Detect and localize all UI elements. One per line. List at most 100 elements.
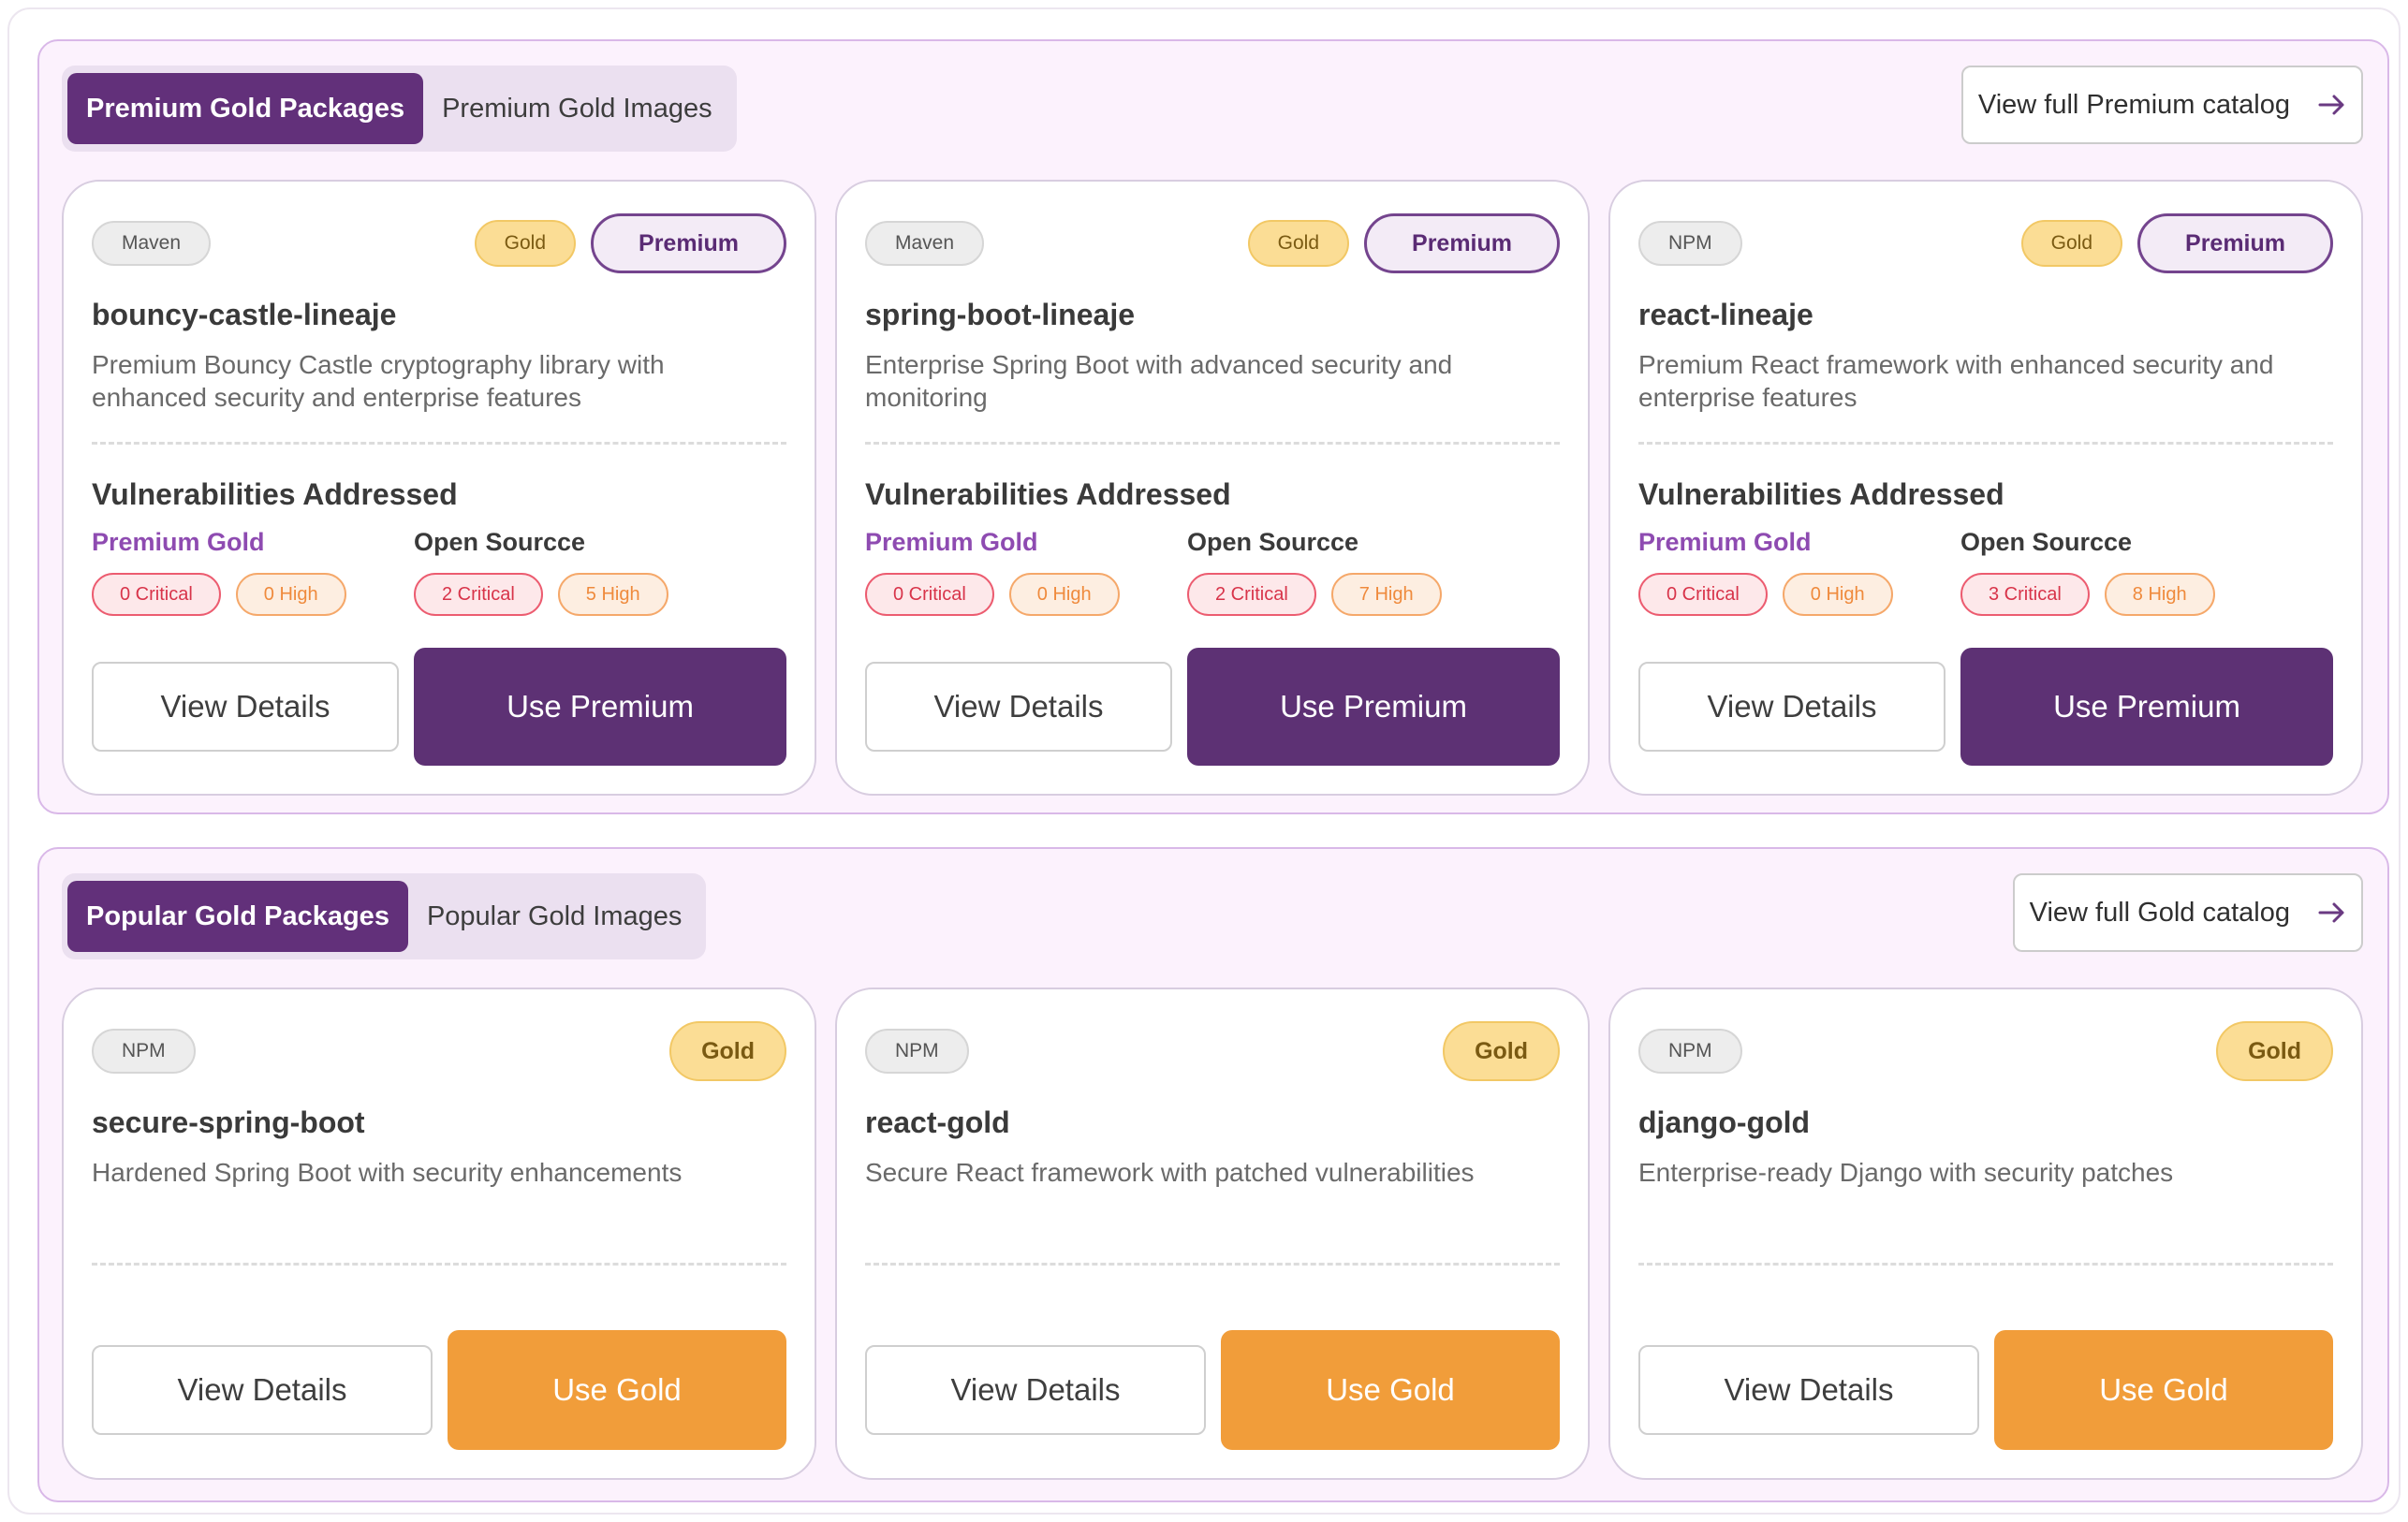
high-count-badge: 0 High [1782, 573, 1893, 616]
open-source-vulns: Open Sourcce 2 Critical 5 High [414, 528, 668, 616]
gold-tabs: Popular Gold Packages Popular Gold Image… [62, 873, 707, 959]
view-details-button[interactable]: View Details [92, 1345, 433, 1435]
page-container: Premium Gold Packages Premium Gold Image… [7, 7, 2401, 1515]
card-divider [92, 1263, 786, 1266]
premium-gold-label: Premium Gold [92, 528, 265, 556]
use-gold-button[interactable]: Use Gold [1994, 1330, 2333, 1450]
arrow-right-icon [2318, 901, 2346, 924]
high-count-badge: 5 High [557, 573, 668, 616]
ecosystem-badge: NPM [865, 1029, 969, 1074]
gold-package-card: NPM Gold django-gold Enterprise-ready Dj… [1608, 988, 2363, 1480]
tab-premium-gold-images[interactable]: Premium Gold Images [442, 93, 712, 124]
card-badges: NPM Gold [865, 1021, 1560, 1081]
vulnerabilities-title: Vulnerabilities Addressed [1638, 477, 2004, 511]
use-gold-button[interactable]: Use Gold [448, 1330, 786, 1450]
card-divider [865, 1263, 1560, 1266]
arrow-right-icon [2318, 94, 2346, 116]
ecosystem-badge: NPM [92, 1029, 196, 1074]
critical-count-badge: 0 Critical [1638, 573, 1768, 616]
premium-tabs: Premium Gold Packages Premium Gold Image… [62, 66, 737, 152]
view-details-button[interactable]: View Details [1638, 1345, 1979, 1435]
package-name: spring-boot-lineaje [865, 298, 1135, 331]
ecosystem-badge: Maven [865, 221, 985, 266]
card-divider [1638, 442, 2333, 445]
tab-popular-gold-images[interactable]: Popular Gold Images [426, 900, 683, 931]
premium-badge: Premium [1364, 213, 1560, 273]
high-count-badge: 8 High [2104, 573, 2215, 616]
premium-package-card: Maven Gold Premium spring-boot-lineaje E… [835, 180, 1590, 796]
ecosystem-badge: NPM [1638, 221, 1742, 266]
premium-package-card: Maven Gold Premium bouncy-castle-lineaje… [62, 180, 816, 796]
view-details-button[interactable]: View Details [865, 1345, 1206, 1435]
premium-gold-vulns: Premium Gold 0 Critical 0 High [865, 528, 1120, 616]
gold-card-list: NPM Gold secure-spring-boot Hardened Spr… [62, 988, 2365, 1480]
gold-badge: Gold [669, 1021, 786, 1081]
package-name: react-gold [865, 1105, 1010, 1139]
high-count-badge: 7 High [1330, 573, 1442, 616]
high-count-badge: 0 High [1008, 573, 1120, 616]
view-details-button[interactable]: View Details [92, 662, 399, 752]
package-description: Secure React framework with patched vuln… [865, 1158, 1475, 1187]
use-premium-button[interactable]: Use Premium [1960, 648, 2333, 766]
package-description: Premium Bouncy Castle cryptography libra… [92, 350, 665, 412]
view-details-button[interactable]: View Details [1638, 662, 1945, 752]
package-name: django-gold [1638, 1105, 1811, 1139]
gold-badge: Gold [1247, 220, 1350, 267]
premium-package-card: NPM Gold Premium react-lineaje Premium R… [1608, 180, 2363, 796]
use-premium-button[interactable]: Use Premium [1187, 648, 1560, 766]
card-badges: NPM Gold [92, 1021, 786, 1081]
critical-count-badge: 0 Critical [865, 573, 994, 616]
package-description: Hardened Spring Boot with security enhan… [92, 1158, 683, 1187]
tab-popular-gold-packages[interactable]: Popular Gold Packages [67, 881, 408, 952]
gold-badge: Gold [1443, 1021, 1560, 1081]
use-premium-button[interactable]: Use Premium [414, 648, 786, 766]
view-premium-catalog-button[interactable]: View full Premium catalog [1960, 66, 2363, 144]
premium-gold-label: Premium Gold [865, 528, 1038, 556]
premium-gold-label: Premium Gold [1638, 528, 1812, 556]
card-badges: NPM Gold Premium [1638, 213, 2333, 273]
vulnerabilities-title: Vulnerabilities Addressed [865, 477, 1231, 511]
open-source-vulns: Open Sourcce 2 Critical 7 High [1187, 528, 1442, 616]
open-source-label: Open Sourcce [414, 528, 586, 556]
catalog-button-label: View full Gold catalog [2029, 897, 2290, 928]
vulnerabilities-title: Vulnerabilities Addressed [92, 477, 458, 511]
critical-count-badge: 0 Critical [92, 573, 221, 616]
use-gold-button[interactable]: Use Gold [1221, 1330, 1560, 1450]
high-count-badge: 0 High [235, 573, 346, 616]
premium-badge: Premium [591, 213, 786, 273]
gold-badge: Gold [474, 220, 577, 267]
popular-gold-section: Popular Gold Packages Popular Gold Image… [37, 847, 2389, 1502]
gold-package-card: NPM Gold react-gold Secure React framewo… [835, 988, 1590, 1480]
card-badges: NPM Gold [1638, 1021, 2333, 1081]
package-description: Enterprise Spring Boot with advanced sec… [865, 350, 1453, 412]
open-source-label: Open Sourcce [1960, 528, 2133, 556]
view-details-button[interactable]: View Details [865, 662, 1172, 752]
card-divider [92, 442, 786, 445]
gold-badge: Gold [2216, 1021, 2333, 1081]
open-source-vulns: Open Sourcce 3 Critical 8 High [1960, 528, 2215, 616]
card-divider [865, 442, 1560, 445]
critical-count-badge: 2 Critical [414, 573, 543, 616]
gold-badge: Gold [2020, 220, 2123, 267]
package-description: Premium React framework with enhanced se… [1638, 350, 2274, 412]
card-divider [1638, 1263, 2333, 1266]
package-name: bouncy-castle-lineaje [92, 298, 397, 331]
tab-premium-gold-packages[interactable]: Premium Gold Packages [67, 73, 424, 144]
critical-count-badge: 3 Critical [1960, 573, 2090, 616]
premium-card-list: Maven Gold Premium bouncy-castle-lineaje… [62, 180, 2365, 796]
catalog-button-label: View full Premium catalog [1977, 89, 2290, 120]
open-source-label: Open Sourcce [1187, 528, 1359, 556]
premium-badge: Premium [2137, 213, 2333, 273]
view-gold-catalog-button[interactable]: View full Gold catalog [2012, 873, 2363, 952]
critical-count-badge: 2 Critical [1187, 573, 1316, 616]
package-name: secure-spring-boot [92, 1105, 365, 1139]
package-description: Enterprise-ready Django with security pa… [1638, 1158, 2174, 1187]
premium-gold-section: Premium Gold Packages Premium Gold Image… [37, 39, 2389, 814]
ecosystem-badge: NPM [1638, 1029, 1742, 1074]
card-badges: Maven Gold Premium [865, 213, 1560, 273]
card-badges: Maven Gold Premium [92, 213, 786, 273]
ecosystem-badge: Maven [92, 221, 212, 266]
premium-gold-vulns: Premium Gold 0 Critical 0 High [1638, 528, 1893, 616]
package-name: react-lineaje [1638, 298, 1813, 331]
premium-gold-vulns: Premium Gold 0 Critical 0 High [92, 528, 346, 616]
